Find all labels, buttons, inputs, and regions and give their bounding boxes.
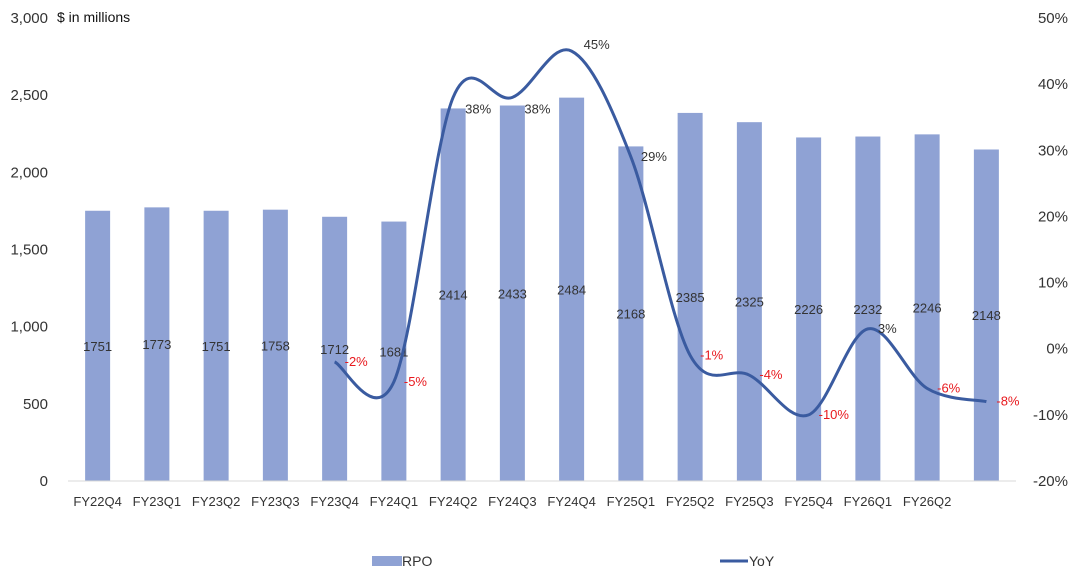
right-axis-tick-label: 40% [1038, 76, 1068, 93]
x-axis-tick-label: FY25Q4 [784, 494, 832, 509]
rpo-bar [736, 122, 762, 482]
rpo-bar-value-label: 1751 [83, 339, 112, 354]
rpo-bar [499, 105, 525, 482]
rpo-bar [677, 112, 703, 481]
yoy-value-label: -1% [700, 347, 724, 362]
legend: RPO YoY [372, 553, 775, 569]
legend-rpo-swatch [372, 556, 402, 566]
yoy-value-label: -6% [937, 380, 961, 395]
right-axis-ticks: -20% -10% 0% 10% 20% 30% 40% 50% [1033, 10, 1068, 490]
yoy-value-label: -10% [819, 407, 850, 422]
rpo-bar [559, 97, 585, 482]
x-axis-tick-label: FY22Q4 [73, 494, 121, 509]
right-axis-tick-label: -10% [1033, 407, 1068, 424]
yoy-value-label: -2% [345, 354, 369, 369]
rpo-bar-value-label: 2414 [439, 288, 468, 303]
rpo-bar-value-label: 1751 [202, 339, 231, 354]
x-axis-tick-label: FY24Q3 [488, 494, 536, 509]
rpo-bar [322, 216, 348, 482]
rpo-bar [796, 137, 822, 482]
rpo-bar [85, 210, 111, 481]
left-axis-tick-label: 2,000 [10, 164, 48, 181]
left-axis-unit-label: $ in millions [57, 9, 130, 25]
x-axis-tick-label: FY25Q2 [666, 494, 714, 509]
left-axis-tick-label: 0 [40, 473, 48, 490]
x-axis-ticks: FY22Q4 FY23Q1 FY23Q2 FY23Q3 FY23Q4 FY24Q1 FY24… [73, 494, 951, 509]
yoy-value-label: 45% [584, 37, 610, 52]
yoy-line [333, 48, 987, 418]
x-axis-tick-label: FY26Q1 [844, 494, 892, 509]
x-axis-tick-label: FY25Q1 [607, 494, 655, 509]
rpo-bar-value-label: 1773 [142, 337, 171, 352]
rpo-bar-value-label: 2148 [972, 308, 1001, 323]
x-axis-tick-label: FY24Q1 [370, 494, 418, 509]
rpo-bar [440, 108, 466, 481]
yoy-value-label: 29% [641, 149, 667, 164]
rpo-bar [855, 136, 881, 481]
rpo-bar [618, 146, 644, 481]
left-axis-tick-label: 2,500 [10, 87, 48, 104]
right-axis-tick-label: 10% [1038, 275, 1068, 292]
rpo-bar-value-label: 2168 [616, 307, 645, 322]
legend-rpo-label: RPO [402, 553, 432, 569]
yoy-value-label: -4% [759, 367, 783, 382]
rpo-bar-value-label: 1758 [261, 338, 290, 353]
rpo-bar [262, 209, 288, 481]
rpo-bar-value-label: 2433 [498, 286, 527, 301]
x-axis-tick-label: FY23Q1 [133, 494, 181, 509]
right-axis-tick-label: 0% [1046, 341, 1068, 358]
yoy-value-label: 3% [878, 321, 897, 336]
rpo-bar-value-label: 2232 [853, 302, 882, 317]
right-axis-tick-label: 50% [1038, 10, 1068, 27]
rpo-bar [973, 149, 999, 481]
rpo-bar [144, 207, 170, 481]
rpo-bar-value-label: 2246 [913, 301, 942, 316]
left-axis-ticks: 0 500 1,000 1,500 2,000 2,500 3,000 [10, 10, 48, 490]
rpo-bar-value-label: 2385 [676, 290, 705, 305]
left-axis-tick-label: 1,000 [10, 319, 48, 336]
rpo-bar-value-label: 2325 [735, 295, 764, 310]
rpo-bar [203, 210, 229, 481]
x-axis-tick-label: FY26Q2 [903, 494, 951, 509]
x-axis-tick-label: FY23Q2 [192, 494, 240, 509]
yoy-value-label: 38% [465, 101, 491, 116]
x-axis-tick-label: FY24Q4 [547, 494, 595, 509]
rpo-bar-value-label: 1712 [320, 342, 349, 357]
yoy-value-label: -8% [996, 394, 1020, 409]
right-axis-tick-label: -20% [1033, 473, 1068, 490]
x-axis-tick-label: FY23Q3 [251, 494, 299, 509]
yoy-value-label: 38% [524, 101, 550, 116]
x-axis-tick-label: FY23Q4 [310, 494, 358, 509]
rpo-bar-value-label: 2226 [794, 302, 823, 317]
right-axis-tick-label: 30% [1038, 142, 1068, 159]
x-axis-tick-label: FY24Q2 [429, 494, 477, 509]
yoy-labels: -2% -5% 38% 38% 45% 29% -1% -4% -10% 3% -6% -8% [345, 37, 1020, 422]
rpo-bars [85, 97, 999, 482]
left-axis-tick-label: 3,000 [10, 10, 48, 27]
yoy-value-label: -5% [404, 374, 428, 389]
left-axis-tick-label: 1,500 [10, 242, 48, 259]
x-axis-tick-label: FY25Q3 [725, 494, 773, 509]
left-axis-tick-label: 500 [23, 396, 48, 413]
rpo-bar [914, 134, 940, 481]
rpo-bar-value-label: 2484 [557, 282, 586, 297]
right-axis-tick-label: 20% [1038, 208, 1068, 225]
legend-yoy-label: YoY [749, 553, 775, 569]
